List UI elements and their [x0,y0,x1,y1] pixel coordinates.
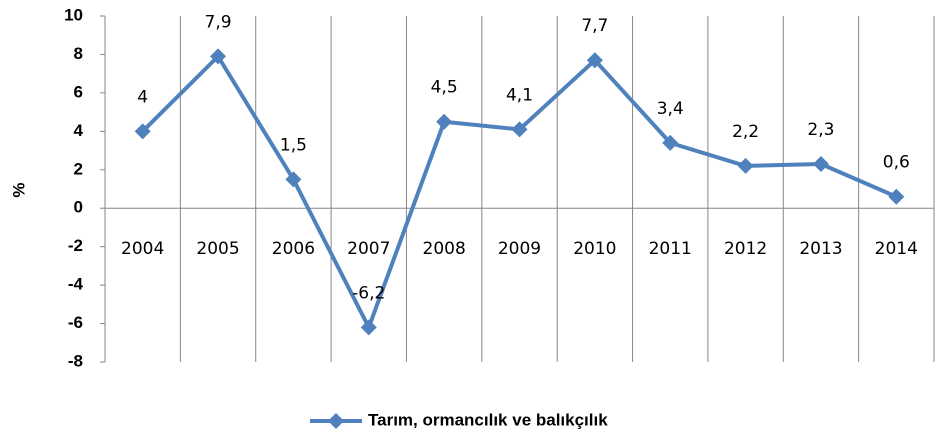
marker [360,319,377,336]
y-tick-label: 0 [74,198,83,217]
marker [586,52,603,69]
marker [210,48,227,65]
data-label: 2,2 [732,122,759,142]
marker [436,113,453,130]
marker [662,134,679,151]
y-tick-label: 2 [74,159,83,178]
data-label: 4,5 [431,78,458,98]
data-label: 3,4 [657,99,684,119]
y-tick-label: -6 [68,313,83,332]
x-tick-label: 2011 [649,239,692,259]
marker [888,188,905,205]
y-tick-label: -4 [68,275,84,294]
marker [511,121,528,138]
x-tick-label: 2005 [196,239,239,259]
y-tick-label: -8 [68,351,83,370]
marker [285,171,302,188]
x-tick-label: 2013 [799,239,842,259]
marker [737,157,754,174]
data-label: 4 [137,87,148,107]
x-tick-label: 2009 [498,239,541,259]
marker [812,156,829,173]
y-tick-label: 10 [64,5,83,24]
data-label: 0,6 [883,153,910,173]
y-tick-label: 4 [74,121,84,140]
y-tick-label: 6 [74,82,83,101]
x-tick-label: 2007 [347,239,390,259]
data-label: 7,7 [581,16,608,36]
x-tick-label: 2008 [423,239,466,259]
legend-marker [328,413,344,429]
x-tick-label: 2006 [272,239,315,259]
data-label: 2,3 [807,120,834,140]
data-label: -6,2 [352,283,385,303]
y-tick-label: 8 [74,44,83,63]
data-label: 7,9 [205,12,232,32]
x-tick-label: 2010 [573,239,616,259]
y-tick-label: -2 [68,236,83,255]
marker [134,123,151,140]
x-tick-label: 2012 [724,239,767,259]
legend-label: Tarım, ormancılık ve balıkçılık [368,410,608,429]
y-axis-label: % [9,182,28,197]
x-tick-label: 2014 [875,239,918,259]
data-label: 1,5 [280,135,307,155]
x-tick-label: 2004 [121,239,164,259]
data-label: 4,1 [506,85,533,105]
